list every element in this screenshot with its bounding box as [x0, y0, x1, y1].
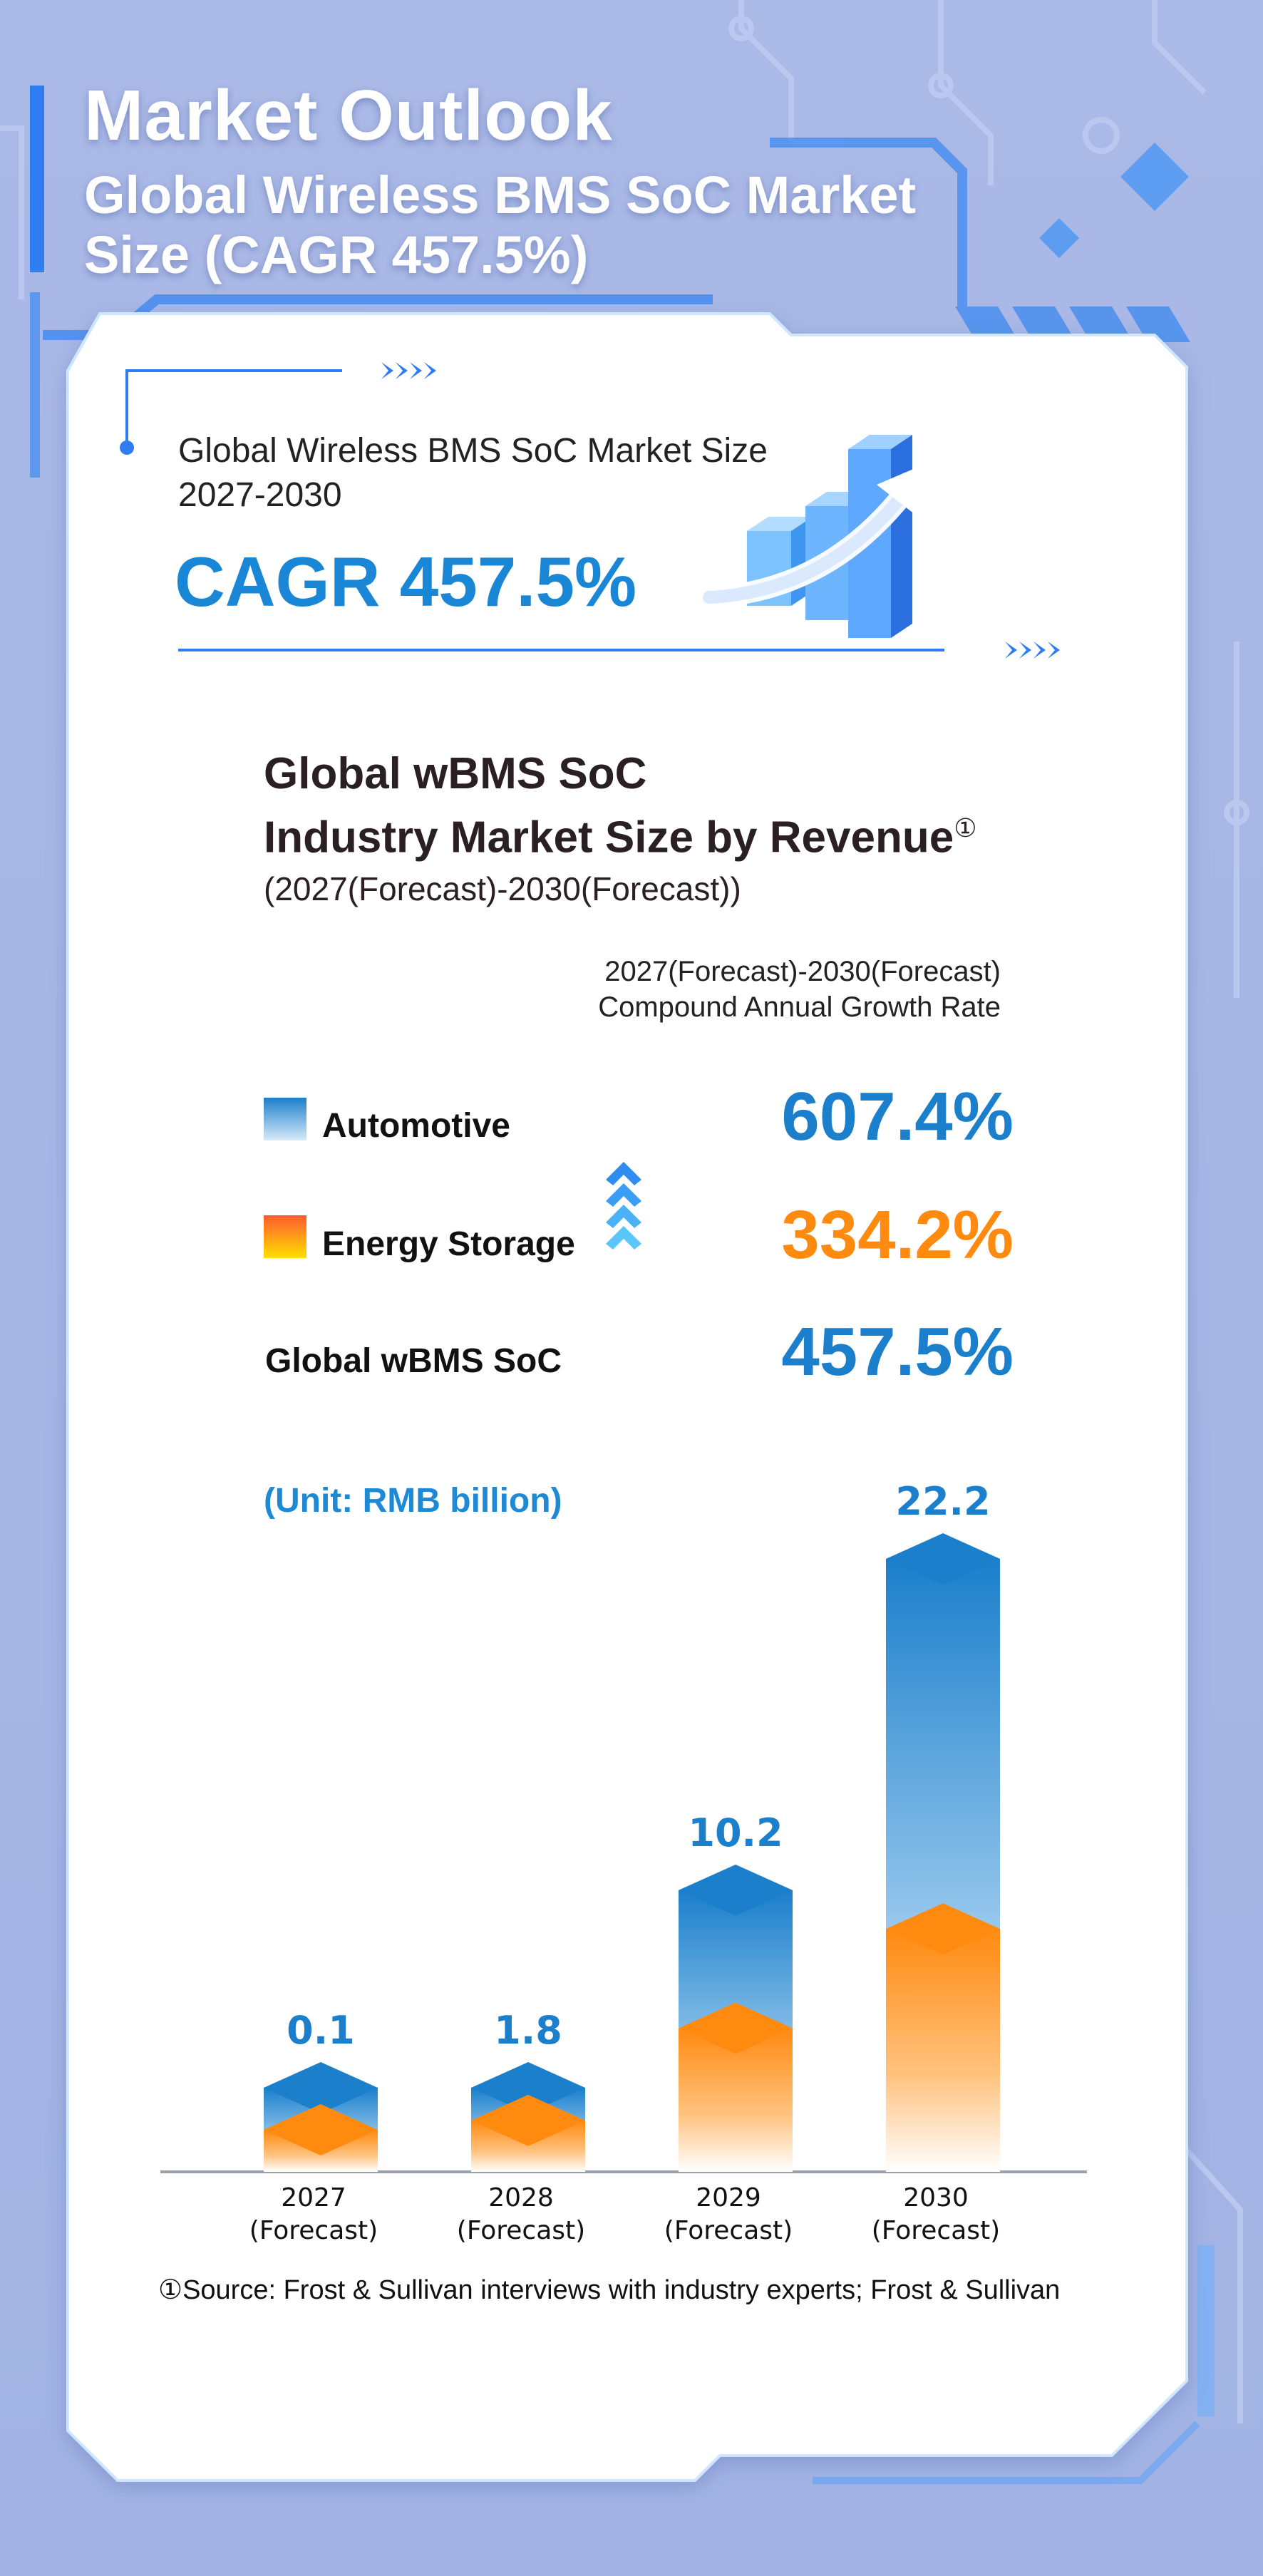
bar-top-automotive: [679, 1864, 793, 1916]
growth-header-line2: Compound Annual Growth Rate: [598, 991, 1001, 1023]
rate-automotive: 607.4%: [781, 1078, 1014, 1155]
chevron-up-icon: [606, 1162, 641, 1250]
x-tick-label: 2027: [281, 2183, 346, 2212]
x-tick-label: 2029: [696, 2183, 761, 2212]
bar-top-energy-storage: [264, 2104, 378, 2155]
x-tick-label: 2030: [903, 2183, 969, 2212]
bar-total-label: 10.2: [688, 1810, 783, 1855]
rate-energy-storage: 334.2%: [781, 1197, 1014, 1273]
legend-label-energy-storage: Energy Storage: [322, 1225, 575, 1263]
highlight-cagr: CAGR 457.5%: [175, 542, 637, 621]
x-tick-label: (Forecast): [872, 2216, 1000, 2245]
bar-top-energy-storage: [471, 2094, 585, 2146]
chart-title-line2: Industry Market Size by Revenue①: [264, 801, 977, 865]
x-tick-label: (Forecast): [457, 2216, 585, 2245]
double-arrow-icon: [1005, 642, 1060, 659]
source-note: ①Source: Frost & Sullivan interviews wit…: [158, 2275, 1061, 2305]
bar-energy-storage: [471, 2120, 585, 2172]
legend-label-automotive: Automotive: [322, 1107, 510, 1145]
footnote-marker: ①: [954, 813, 977, 843]
page-title: Market Outlook: [84, 76, 613, 155]
bar-top-energy-storage: [886, 1903, 1000, 1955]
highlight-line1: Global Wireless BMS SoC Market Size: [178, 432, 768, 470]
chart-unit: (Unit: RMB billion): [264, 1482, 562, 1520]
total-label: Global wBMS SoC: [265, 1342, 562, 1380]
bar-top-automotive: [886, 1533, 1000, 1585]
bar-top-automotive: [264, 2062, 378, 2113]
bar-energy-storage: [886, 1929, 1000, 2172]
page-subtitle: Global Wireless BMS SoC Market Size (CAG…: [84, 165, 917, 284]
title-accent-bar: [30, 86, 44, 272]
chart-title-line1: Global wBMS SoC: [264, 749, 647, 798]
bar-total-label: 22.2: [895, 1479, 990, 1524]
highlight-text: Global Wireless BMS SoC Market Size 2027…: [178, 429, 768, 517]
growth-header: 2027(Forecast)-2030(Forecast) Compound A…: [431, 954, 1001, 1025]
bar-energy-storage: [679, 2028, 793, 2172]
chart-title-line2-text: Industry Market Size by Revenue: [264, 813, 954, 862]
bar-total-label: 0.1: [287, 2008, 355, 2053]
highlight-line2: 2027-2030: [178, 476, 342, 514]
chart-period: (2027(Forecast)-2030(Forecast)): [264, 870, 741, 907]
x-tick-label: 2028: [488, 2183, 554, 2212]
x-tick-label: (Forecast): [664, 2216, 793, 2245]
bar-top-energy-storage: [679, 2002, 793, 2054]
bar-total-label: 1.8: [494, 2008, 562, 2053]
bar-top-automotive: [471, 2062, 585, 2113]
legend-swatch-energy-storage: [264, 1215, 306, 1258]
legend-swatch-automotive: [264, 1098, 306, 1140]
rate-total: 457.5%: [781, 1314, 1014, 1390]
growth-chart-icon: [698, 435, 927, 638]
growth-header-line1: 2027(Forecast)-2030(Forecast): [604, 956, 1001, 987]
double-arrow-icon: [381, 362, 436, 379]
chart-title: Global wBMS SoC Industry Market Size by …: [264, 747, 977, 865]
x-tick-label: (Forecast): [249, 2216, 378, 2245]
